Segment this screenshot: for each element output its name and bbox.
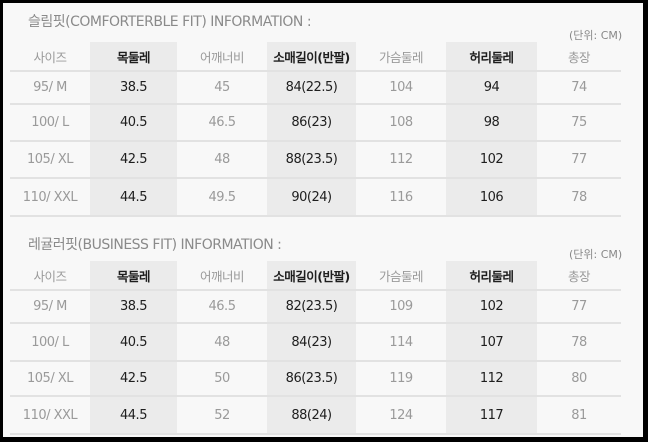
header-row: 사이즈 목둘레 어깨너비 소매길이(반팔) 가슴둘레 허리둘레 총장 [10, 42, 621, 72]
table-cell: 105/ XL [10, 361, 90, 397]
table-cell: 46.5 [177, 104, 267, 142]
table-cell: 81 [537, 396, 621, 435]
table-cell: 42.5 [90, 361, 177, 397]
header-row: 사이즈 목둘레 어깨너비 소매길이(반팔) 가슴둘레 허리둘레 총장 [10, 261, 621, 291]
table-row: 110/ XXL 44.5 52 88(24) 124 117 81 [10, 396, 621, 435]
table-cell: 106 [446, 178, 537, 217]
column-header: 사이즈 [10, 42, 90, 72]
slim-fit-unit: (단위: CM) [569, 29, 623, 42]
table-row: 100/ L 40.5 46.5 86(23) 108 98 75 [10, 104, 621, 142]
table-row: 100/ L 40.5 48 84(23) 114 107 78 [10, 323, 621, 362]
table-cell: 104 [356, 71, 446, 105]
table-cell: 90(24) [267, 178, 356, 217]
table-cell: 119 [356, 361, 446, 397]
table-cell: 100/ L [10, 323, 90, 362]
table-cell: 117 [446, 396, 537, 435]
column-header: 어깨너비 [177, 261, 267, 291]
table-cell: 75 [537, 104, 621, 142]
table-cell: 78 [537, 323, 621, 362]
table-cell: 110/ XXL [10, 396, 90, 435]
table-cell: 42.5 [90, 141, 177, 179]
table-cell: 108 [356, 104, 446, 142]
table-cell: 74 [537, 71, 621, 105]
table-cell: 112 [446, 361, 537, 397]
table-cell: 38.5 [90, 290, 177, 324]
table-cell: 48 [177, 323, 267, 362]
table-cell: 82(23.5) [267, 290, 356, 324]
table-row: 105/ XL 42.5 48 88(23.5) 112 102 77 [10, 141, 621, 179]
table-cell: 45 [177, 71, 267, 105]
column-header: 소매길이(반팔) [267, 42, 356, 72]
table-cell: 84(23) [267, 323, 356, 362]
table-cell: 102 [446, 290, 537, 324]
table-cell: 95/ M [10, 71, 90, 105]
column-header: 목둘레 [90, 42, 177, 72]
table-cell: 48 [177, 141, 267, 179]
table-cell: 77 [537, 290, 621, 324]
table-cell: 78 [537, 178, 621, 217]
table-cell: 84(22.5) [267, 71, 356, 105]
table-row: 95/ M 38.5 46.5 82(23.5) 109 102 77 [10, 290, 621, 324]
table-cell: 88(23.5) [267, 141, 356, 179]
table-cell: 102 [446, 141, 537, 179]
column-header: 총장 [537, 42, 621, 72]
table-cell: 116 [356, 178, 446, 217]
table-cell: 49.5 [177, 178, 267, 217]
table-cell: 94 [446, 71, 537, 105]
table-row: 95/ M 38.5 45 84(22.5) 104 94 74 [10, 71, 621, 105]
column-header: 어깨너비 [177, 42, 267, 72]
table-cell: 88(24) [267, 396, 356, 435]
table-cell: 40.5 [90, 323, 177, 362]
table-cell: 40.5 [90, 104, 177, 142]
table-cell: 77 [537, 141, 621, 179]
column-header: 가슴둘레 [356, 42, 446, 72]
column-header: 사이즈 [10, 261, 90, 291]
table-cell: 46.5 [177, 290, 267, 324]
table-cell: 44.5 [90, 178, 177, 217]
column-header: 허리둘레 [446, 261, 537, 291]
column-header: 소매길이(반팔) [267, 261, 356, 291]
column-header: 가슴둘레 [356, 261, 446, 291]
table-cell: 98 [446, 104, 537, 142]
table-cell: 110/ XXL [10, 178, 90, 217]
table-cell: 86(23) [267, 104, 356, 142]
business-fit-title: 레귤러핏(BUSINESS FIT) INFORMATION : [28, 237, 282, 253]
table-cell: 112 [356, 141, 446, 179]
business-fit-unit: (단위: CM) [569, 248, 623, 261]
table-cell: 52 [177, 396, 267, 435]
column-header: 목둘레 [90, 261, 177, 291]
table-row: 110/ XXL 44.5 49.5 90(24) 116 106 78 [10, 178, 621, 217]
business-fit-table: 사이즈 목둘레 어깨너비 소매길이(반팔) 가슴둘레 허리둘레 총장 95/ M 38.5 46.… [10, 261, 621, 435]
table-row: 105/ XL 42.5 50 86(23.5) 119 112 80 [10, 361, 621, 397]
column-header: 허리둘레 [446, 42, 537, 72]
table-cell: 38.5 [90, 71, 177, 105]
slim-fit-title: 슬림핏(COMFORTERBLE FIT) INFORMATION : [28, 14, 312, 30]
table-cell: 109 [356, 290, 446, 324]
column-header: 총장 [537, 261, 621, 291]
table-cell: 105/ XL [10, 141, 90, 179]
table-cell: 50 [177, 361, 267, 397]
table-cell: 44.5 [90, 396, 177, 435]
slim-fit-table: 사이즈 목둘레 어깨너비 소매길이(반팔) 가슴둘레 허리둘레 총장 95/ M 38.5 45 8… [10, 42, 621, 217]
table-cell: 80 [537, 361, 621, 397]
table-cell: 100/ L [10, 104, 90, 142]
size-chart-panel: 슬림핏(COMFORTERBLE FIT) INFORMATION : (단위:… [3, 3, 643, 437]
table-cell: 95/ M [10, 290, 90, 324]
table-cell: 114 [356, 323, 446, 362]
table-cell: 124 [356, 396, 446, 435]
table-cell: 86(23.5) [267, 361, 356, 397]
table-cell: 107 [446, 323, 537, 362]
